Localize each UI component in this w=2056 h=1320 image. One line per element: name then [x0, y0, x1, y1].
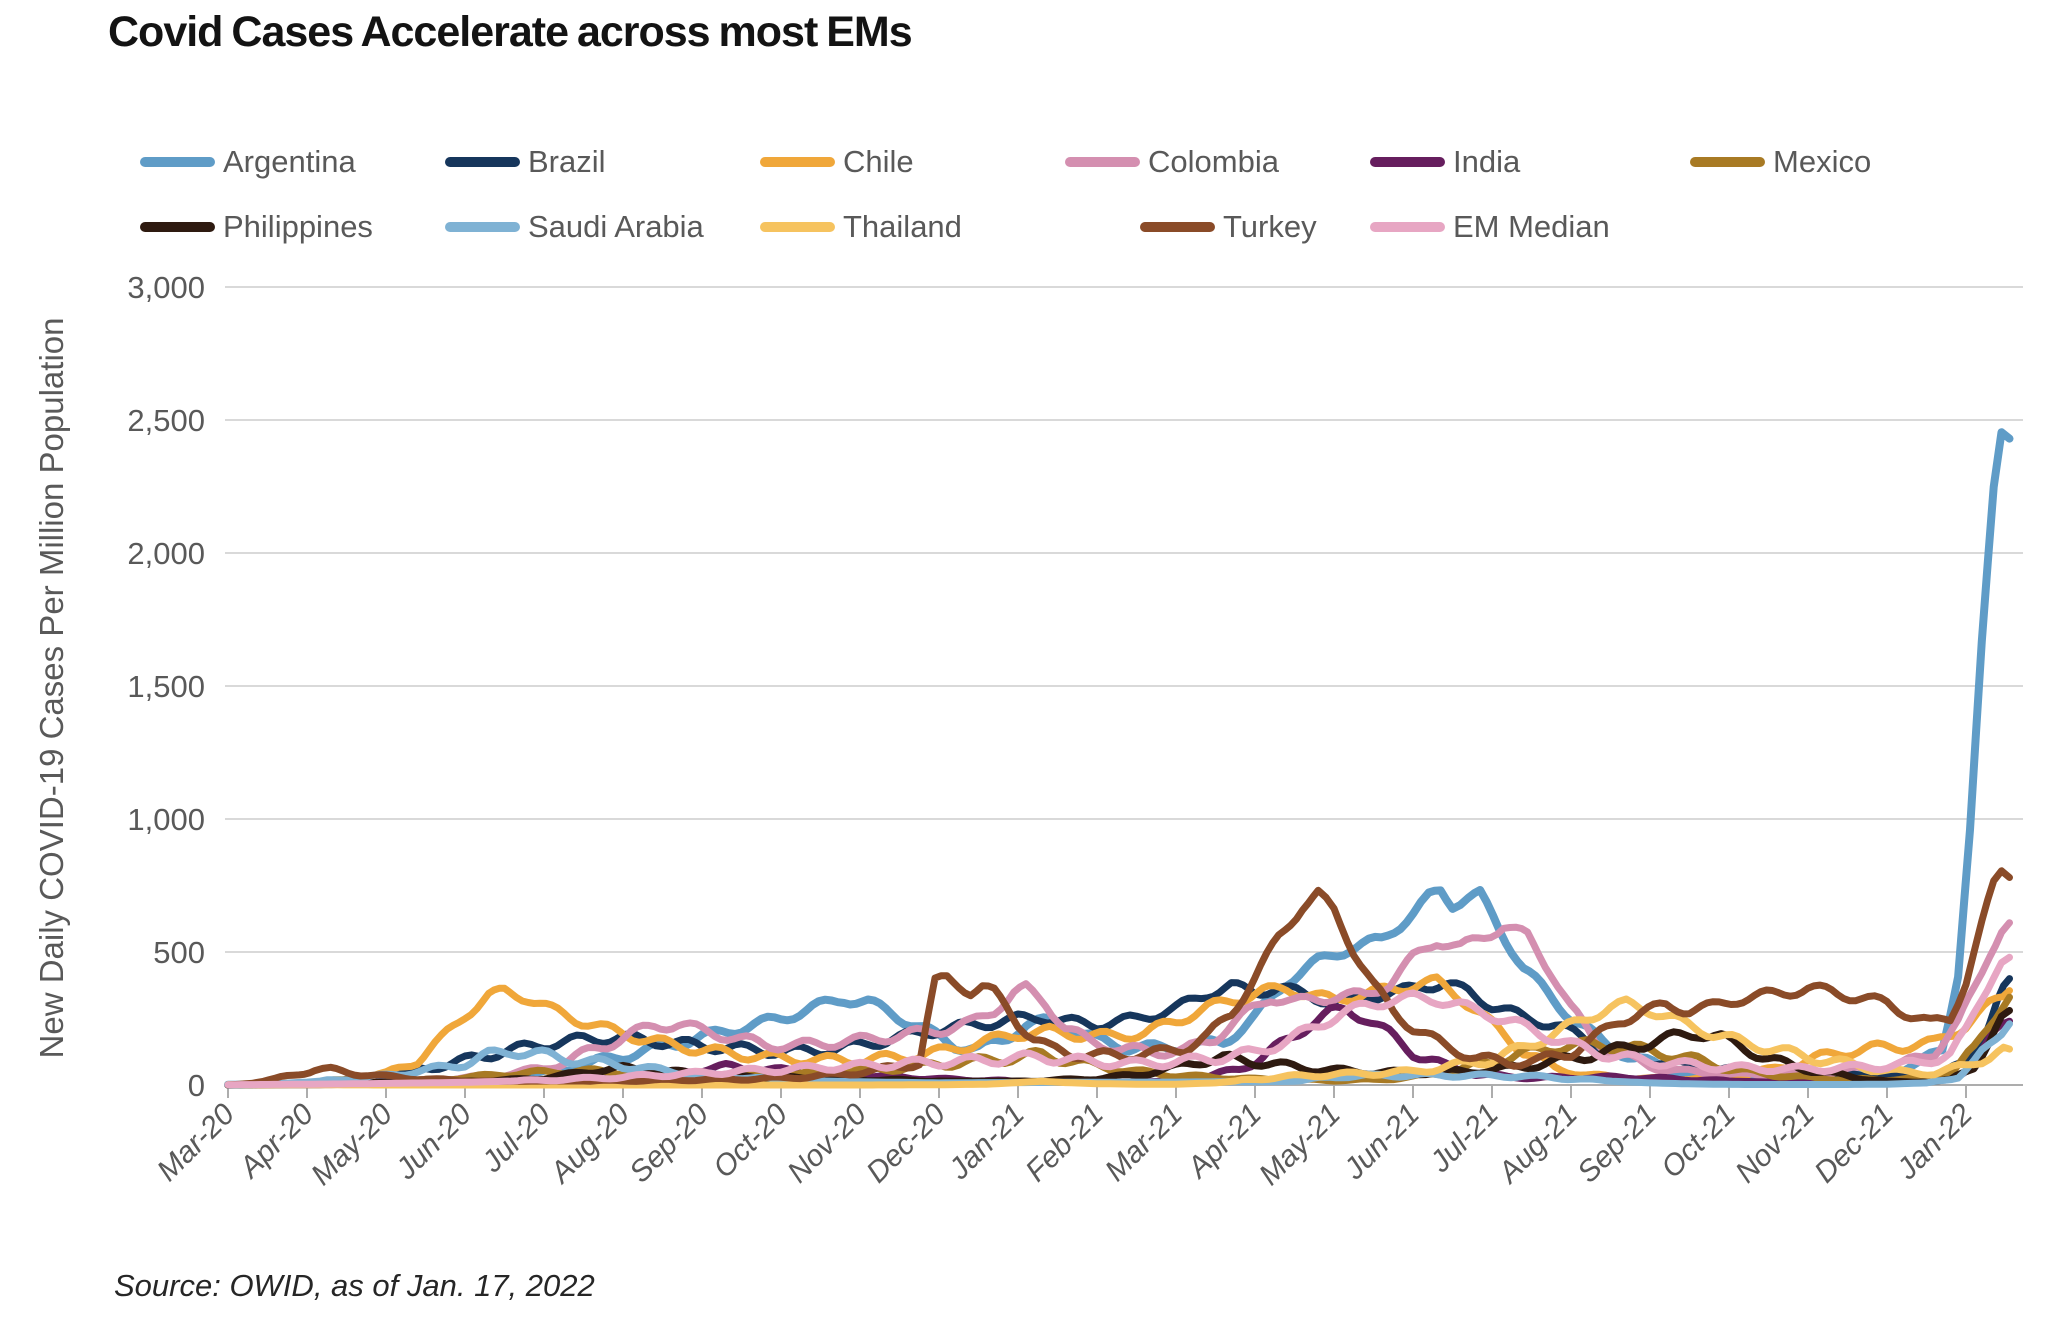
- svg-text:Oct-20: Oct-20: [707, 1097, 794, 1184]
- svg-text:3,000: 3,000: [127, 270, 205, 305]
- legend-swatch-icon: [1370, 157, 1445, 167]
- svg-text:Dec-21: Dec-21: [1808, 1098, 1900, 1190]
- gridlines: [225, 286, 2023, 1086]
- svg-text:Aug-21: Aug-21: [1491, 1098, 1584, 1191]
- legend-swatch-icon: [1690, 157, 1765, 167]
- svg-text:May-21: May-21: [1253, 1098, 1347, 1192]
- legend-label: Chile: [843, 144, 914, 179]
- legend-label: Brazil: [528, 144, 606, 179]
- svg-text:Jun-21: Jun-21: [1337, 1098, 1426, 1187]
- svg-text:1,000: 1,000: [127, 802, 205, 837]
- svg-text:Aug-20: Aug-20: [543, 1097, 636, 1190]
- legend-label: Philippines: [223, 209, 373, 244]
- chart-title: Covid Cases Accelerate across most EMs: [108, 8, 913, 56]
- legend-swatch-icon: [1370, 222, 1445, 232]
- svg-text:Sep-20: Sep-20: [623, 1097, 715, 1189]
- legend-swatch-icon: [140, 157, 215, 167]
- legend-item-india: India: [1370, 144, 1521, 179]
- svg-text:1,500: 1,500: [127, 669, 205, 704]
- legend-label: Turkey: [1223, 209, 1317, 244]
- series-lines: [224, 428, 2014, 1089]
- svg-text:Nov-20: Nov-20: [781, 1097, 873, 1189]
- svg-text:Oct-21: Oct-21: [1655, 1098, 1742, 1185]
- legend-swatch-icon: [1140, 222, 1215, 232]
- legend-item-chile: Chile: [760, 144, 914, 179]
- svg-text:Jan-22: Jan-22: [1890, 1097, 1979, 1186]
- svg-text:Mar-21: Mar-21: [1099, 1098, 1189, 1188]
- svg-text:2,000: 2,000: [127, 536, 205, 571]
- source-note: Source: OWID, as of Jan. 17, 2022: [114, 1268, 595, 1303]
- svg-text:2,500: 2,500: [127, 403, 205, 438]
- svg-text:Mar-20: Mar-20: [151, 1097, 241, 1187]
- legend-label: Saudi Arabia: [528, 209, 704, 244]
- legend-item-turkey: Turkey: [1140, 209, 1317, 244]
- legend-item-argentina: Argentina: [140, 144, 356, 179]
- x-tick-labels: Mar-20Apr-20May-20Jun-20Jul-20Aug-20Sep-…: [151, 1097, 1979, 1191]
- legend-item-saudi-arabia: Saudi Arabia: [445, 209, 704, 244]
- legend-item-brazil: Brazil: [445, 144, 606, 179]
- y-tick-labels: 3,000 2,500 2,000 1,500 1,000 500 0: [127, 270, 205, 1103]
- legend-swatch-icon: [1065, 157, 1140, 167]
- legend-swatch-icon: [760, 222, 835, 232]
- legend-item-em-median: EM Median: [1370, 209, 1610, 244]
- svg-text:500: 500: [153, 935, 205, 970]
- legend-label: Colombia: [1148, 144, 1279, 179]
- legend-swatch-icon: [445, 157, 520, 167]
- legend-label: Mexico: [1773, 144, 1872, 179]
- legend-label: Argentina: [223, 144, 356, 179]
- legend-label: EM Median: [1453, 209, 1610, 244]
- legend-item-colombia: Colombia: [1065, 144, 1279, 179]
- svg-text:Jun-20: Jun-20: [389, 1097, 478, 1186]
- series-line-thailand: [224, 995, 2013, 1089]
- svg-text:Dec-20: Dec-20: [860, 1097, 952, 1189]
- svg-text:Apr-20: Apr-20: [232, 1097, 320, 1185]
- svg-text:Feb-21: Feb-21: [1019, 1098, 1110, 1189]
- legend-label: India: [1453, 144, 1521, 179]
- svg-text:Nov-21: Nov-21: [1729, 1098, 1821, 1190]
- legend-swatch-icon: [445, 222, 520, 232]
- svg-text:May-20: May-20: [305, 1097, 399, 1191]
- svg-text:0: 0: [188, 1068, 205, 1103]
- legend-swatch-icon: [760, 157, 835, 167]
- legend-label: Thailand: [843, 209, 962, 244]
- legend-item-philippines: Philippines: [140, 209, 373, 244]
- legend-item-mexico: Mexico: [1690, 144, 1872, 179]
- svg-text:Sep-21: Sep-21: [1571, 1098, 1663, 1190]
- svg-text:Jan-21: Jan-21: [942, 1098, 1031, 1187]
- legend-swatch-icon: [140, 222, 215, 232]
- series-line-em-median: [224, 953, 2013, 1089]
- svg-text:Apr-21: Apr-21: [1180, 1098, 1268, 1186]
- legend-item-thailand: Thailand: [760, 209, 962, 244]
